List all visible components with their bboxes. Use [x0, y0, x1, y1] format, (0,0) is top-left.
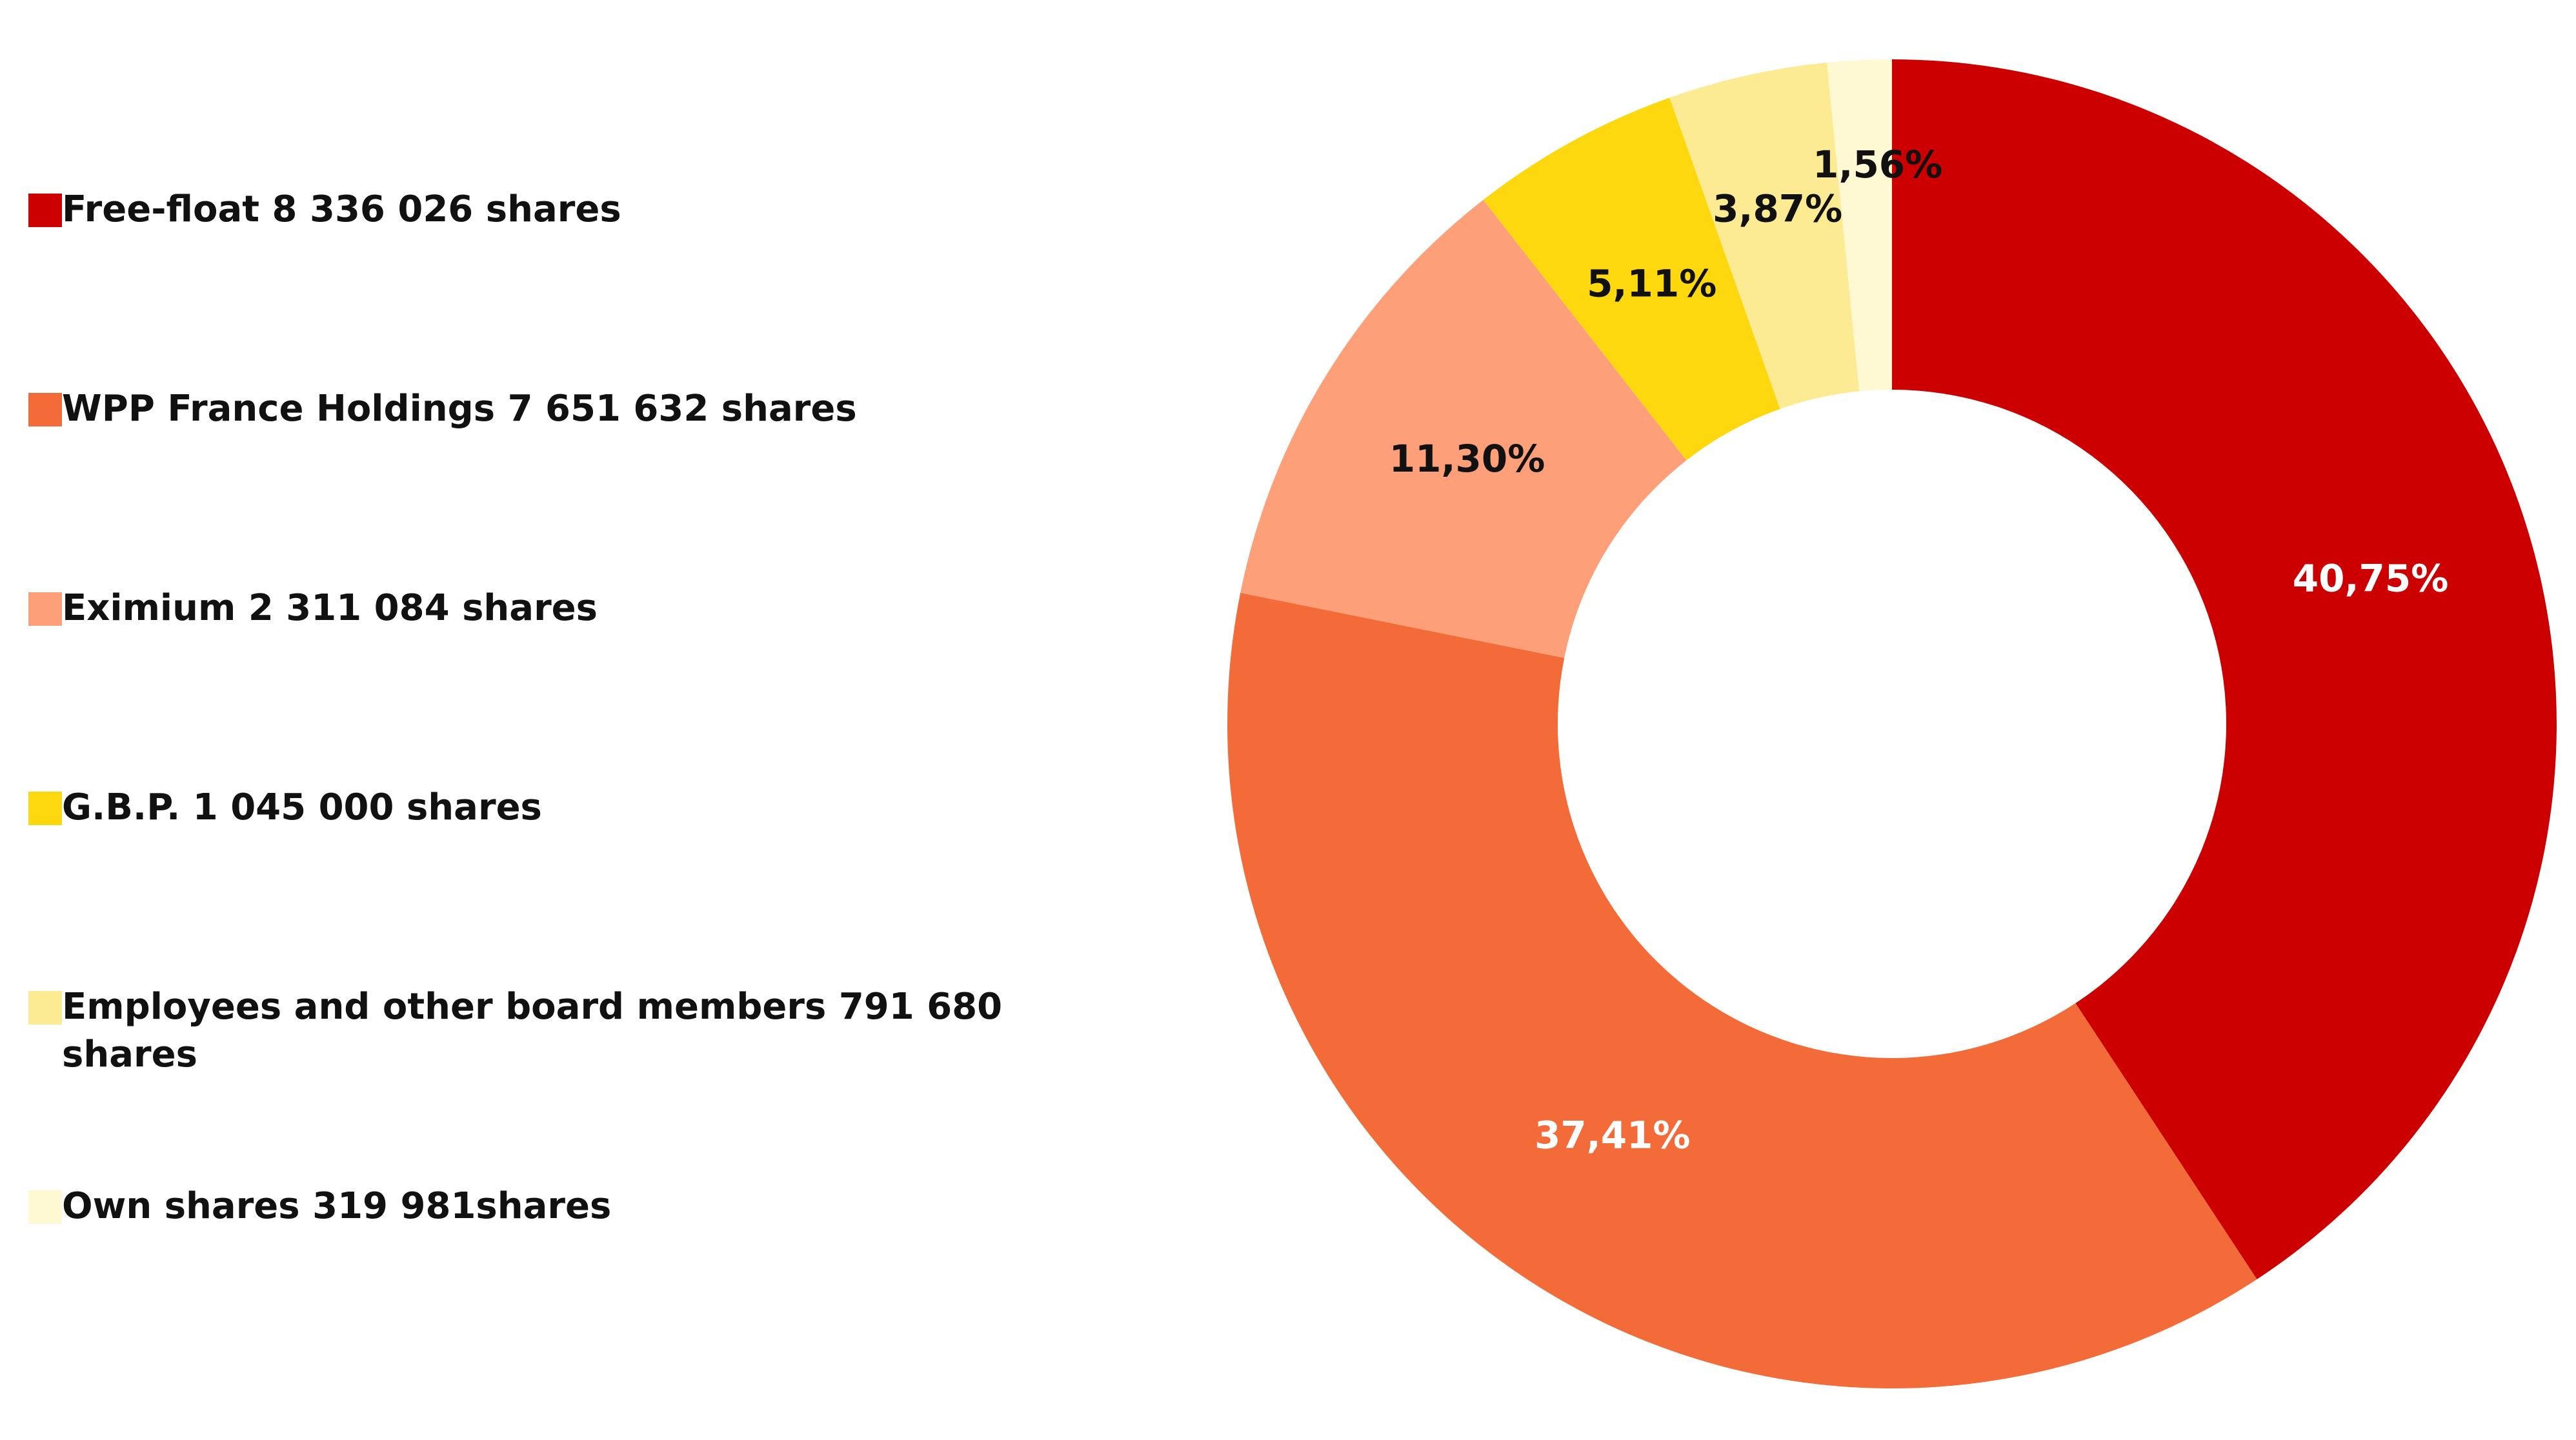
legend: Free-float 8 336 026 shares WPP France H…: [28, 0, 1125, 1440]
legend-swatch: [28, 792, 62, 825]
legend-label: G.B.P. 1 045 000 shares: [62, 786, 542, 828]
legend-item-free-float: Free-float 8 336 026 shares: [28, 186, 1069, 234]
legend-swatch: [28, 393, 62, 426]
donut-slice: [1483, 97, 1780, 461]
legend-label: Eximium 2 311 084 shares: [62, 587, 598, 629]
slice-label: 11,30%: [1389, 437, 1545, 481]
slice-label: 40,75%: [2293, 556, 2449, 600]
donut-slice: [1227, 592, 2257, 1388]
slice-labels: 40,75% 37,41% 11,30% 5,11% 3,87%1,56%: [1389, 143, 2449, 1157]
slice-label: 3,87%: [1713, 187, 1842, 231]
donut-slice: [1827, 59, 1892, 392]
legend-item-own-shares: Own shares 319 981shares: [28, 1183, 1069, 1230]
legend-item-employees: Employees and other board members 791 68…: [28, 983, 1043, 1079]
legend-label: Free-float 8 336 026 shares: [62, 188, 621, 230]
legend-item-wpp-france-holdings: WPP France Holdings 7 651 632 shares: [28, 385, 1069, 433]
legend-swatch: [28, 1190, 62, 1224]
slice-label: 1,56%: [1813, 143, 1942, 186]
donut-slice: [1669, 62, 1860, 409]
slice-label: 37,41%: [1535, 1113, 1691, 1157]
donut-slice: [1892, 59, 2557, 1279]
legend-swatch: [28, 194, 62, 227]
legend-label: Employees and other board members 791 68…: [62, 986, 1003, 1075]
donut-slice: [1240, 199, 1687, 658]
legend-item-gbp: G.B.P. 1 045 000 shares: [28, 784, 1069, 832]
slices: [1227, 59, 2557, 1388]
slice-label: 5,11%: [1587, 261, 1716, 305]
legend-item-eximium: Eximium 2 311 084 shares: [28, 585, 1069, 632]
legend-swatch: [28, 592, 62, 626]
legend-swatch: [28, 991, 62, 1025]
legend-label: WPP France Holdings 7 651 632 shares: [62, 388, 857, 430]
legend-label: Own shares 319 981shares: [62, 1185, 612, 1227]
